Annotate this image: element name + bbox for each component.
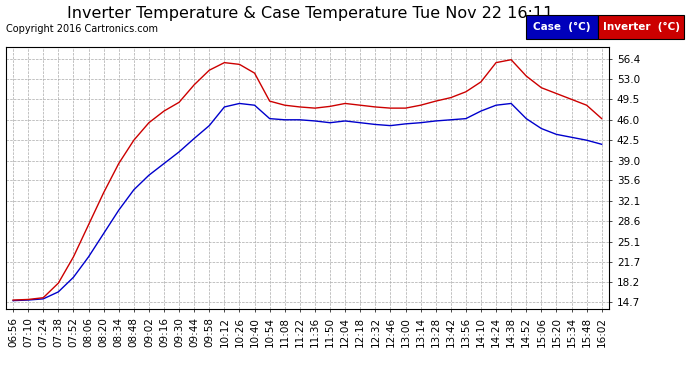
Text: Case  (°C): Case (°C) — [533, 22, 591, 32]
Text: Copyright 2016 Cartronics.com: Copyright 2016 Cartronics.com — [6, 24, 157, 34]
Text: Inverter  (°C): Inverter (°C) — [603, 22, 680, 32]
Text: Inverter Temperature & Case Temperature Tue Nov 22 16:11: Inverter Temperature & Case Temperature … — [68, 6, 553, 21]
